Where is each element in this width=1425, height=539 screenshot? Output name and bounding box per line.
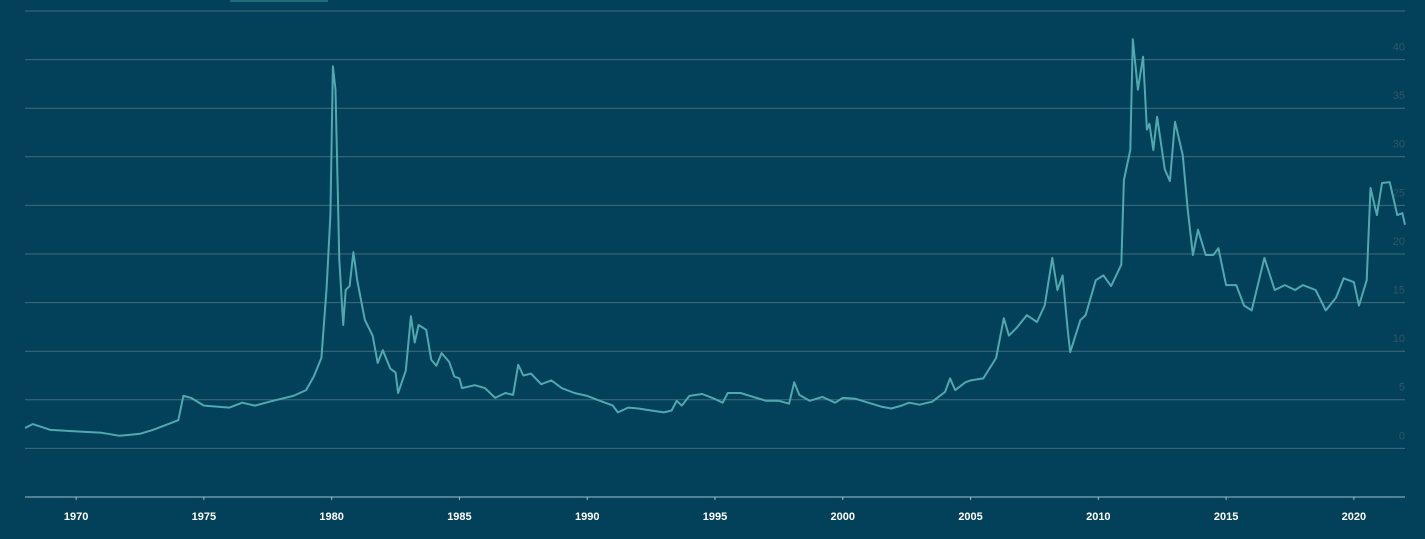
y-tick-label: 5 [1399,382,1405,394]
x-tick-label: 2005 [958,511,982,523]
x-tick-label: 2000 [831,511,855,523]
y-tick-label: 25 [1393,187,1405,199]
x-tick-label: 2015 [1214,511,1238,523]
y-tick-label: 15 [1393,285,1405,297]
x-tick-label: 1975 [192,511,216,523]
x-tick-label: 2010 [1086,511,1110,523]
top-accent [230,0,328,2]
x-tick-label: 1990 [575,511,599,523]
x-tick-label: 1995 [703,511,727,523]
y-tick-label: 40 [1393,42,1405,54]
y-tick-label: 35 [1393,90,1405,102]
x-tick-label: 1985 [447,511,471,523]
y-tick-label: 30 [1393,139,1405,151]
y-tick-label: 0 [1399,430,1405,442]
x-tick-label: 1980 [319,511,343,523]
y-tick-label: 10 [1393,333,1405,345]
x-tick-label: 2020 [1342,511,1366,523]
x-tick-label: 1970 [64,511,88,523]
price-line [24,38,1406,437]
y-tick-label: 20 [1393,236,1405,248]
